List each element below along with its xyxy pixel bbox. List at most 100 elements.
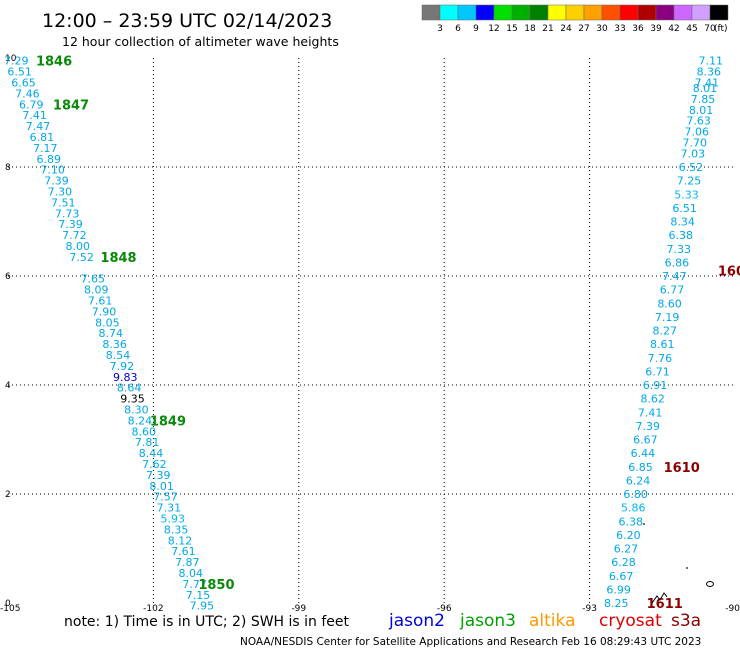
wave-height-label: 8.60 <box>657 297 682 310</box>
wave-height-label: 7.85 <box>691 93 716 106</box>
wave-height-label: 6.85 <box>628 461 653 474</box>
mission-legend: jason2 jason3 altika cryosat s3a <box>388 611 701 631</box>
x-tick-label: -105 <box>0 604 20 614</box>
x-tick-label: -99 <box>291 604 306 614</box>
colorbar-swatch <box>709 4 729 21</box>
wave-height-label: 7.90 <box>92 305 117 318</box>
x-tick-label: -93 <box>582 604 597 614</box>
wave-height-label: 8.25 <box>604 597 629 610</box>
wave-height-label: 7.41 <box>695 77 720 90</box>
mission-legend-item: jason3 <box>459 611 516 631</box>
time-label: 1847 <box>53 98 89 113</box>
colorbar-swatch <box>511 4 531 21</box>
wave-height-label: 8.05 <box>95 316 120 329</box>
y-tick-label: 4 <box>5 381 11 391</box>
wave-height-label: 7.47 <box>26 120 51 133</box>
colorbar-swatch <box>655 4 675 21</box>
wave-height-label: 7.29 <box>4 55 29 68</box>
colorbar-swatch <box>583 4 603 21</box>
x-tick-label: -96 <box>437 604 452 614</box>
colorbar-unit: (ft) <box>714 24 728 34</box>
mission-legend-item: cryosat <box>599 611 662 631</box>
wave-height-label: 8.35 <box>164 523 189 536</box>
wave-height-label: 7.81 <box>135 436 160 449</box>
wave-height-label: 7.63 <box>686 115 711 128</box>
wave-height-label: 7.70 <box>683 136 708 149</box>
y-tick-label: 8 <box>5 163 11 173</box>
wave-height-label: 7.31 <box>157 502 182 515</box>
wave-height-label: 8.30 <box>124 404 149 417</box>
wave-height-label: 8.44 <box>139 447 164 460</box>
wave-height-label: 7.33 <box>667 243 692 256</box>
wave-height-label: 7.87 <box>175 556 200 569</box>
wave-height-label: 6.89 <box>36 153 61 166</box>
wave-height-label: 7.41 <box>22 109 47 122</box>
wave-height-label: 7.92 <box>110 360 135 373</box>
colorbar-tick: 33 <box>614 24 625 34</box>
wave-height-label: 6.20 <box>616 529 641 542</box>
wave-height-label: 7.10 <box>40 164 65 177</box>
wave-height-label: 6.86 <box>665 256 690 269</box>
wave-height-label: 6.99 <box>606 583 631 596</box>
wave-height-label: 6.71 <box>645 365 670 378</box>
islet-icon <box>686 567 688 569</box>
wave-height-label: 5.33 <box>674 188 699 201</box>
colorbar-tick: 36 <box>632 24 644 34</box>
colorbar-tick: 9 <box>473 24 479 34</box>
wave-height-label: 7.61 <box>171 545 196 558</box>
wave-height-label: 6.67 <box>633 434 658 447</box>
time-label: 1611 <box>647 597 683 612</box>
wave-height-label: 8.60 <box>131 425 156 438</box>
wave-height-label: 8.62 <box>640 393 665 406</box>
chart-title: 12:00 – 23:59 UTC 02/14/2023 <box>42 10 332 32</box>
wave-height-label: 6.24 <box>626 474 651 487</box>
wave-height-label: 7.72 <box>62 229 87 242</box>
chart-subtitle: 12 hour collection of altimeter wave hei… <box>62 34 339 49</box>
wave-height-label: 6.81 <box>30 131 55 144</box>
colorbar-tick: 70 <box>704 24 716 34</box>
wave-height-label: 5.93 <box>161 513 186 526</box>
wave-height-label: 7.52 <box>69 251 94 264</box>
wave-height-label: 7.76 <box>648 352 673 365</box>
wave-height-label: 8.00 <box>66 240 91 253</box>
colorbar-swatch <box>547 4 567 21</box>
axis-ticks: -105 -102 -99 -96 -93 -90 0 2 4 6 8 10 <box>0 54 740 614</box>
wave-height-label: 6.38 <box>668 229 693 242</box>
colorbar-swatch <box>493 4 513 21</box>
wave-height-label: 7.30 <box>48 186 73 199</box>
wave-height-label: 7.46 <box>15 87 40 100</box>
wave-height-label: 6.65 <box>11 77 36 90</box>
colorbar-tick: 30 <box>596 24 608 34</box>
wave-height-label: 6.67 <box>609 570 634 583</box>
wave-height-label: 8.24 <box>128 414 153 427</box>
wave-height-label: 8.27 <box>652 325 677 338</box>
wave-height-label: 6.44 <box>631 447 656 460</box>
wave-height-label: 9.83 <box>113 371 138 384</box>
wave-height-label: 8.01 <box>689 104 714 117</box>
coastline-marks <box>643 523 714 604</box>
data-labels: 7.296.516.657.466.797.417.476.817.176.89… <box>4 55 723 613</box>
colorbar-swatch <box>529 4 549 21</box>
wave-height-label: 7.19 <box>655 311 680 324</box>
wave-height-label: 7.41 <box>638 406 663 419</box>
wave-height-label: 8.34 <box>670 216 695 229</box>
colorbar-tick: 24 <box>560 24 572 34</box>
colorbar-swatch <box>475 4 495 21</box>
colorbar-tick: 21 <box>542 24 553 34</box>
wave-height-label: 7.51 <box>51 196 76 209</box>
wave-height-label: 7.39 <box>636 420 661 433</box>
footer-credit: NOAA/NESDIS Center for Satellite Applica… <box>240 636 701 648</box>
wave-height-label: 7.62 <box>142 458 167 471</box>
wave-height-label: 7.39 <box>58 218 83 231</box>
colorbar-tick: 45 <box>686 24 697 34</box>
colorbar-tick: 18 <box>524 24 536 34</box>
wave-height-label: 7.03 <box>681 147 706 160</box>
wave-height-label: 6.38 <box>619 515 644 528</box>
colorbar-swatch <box>619 4 639 21</box>
colorbar-tick: 12 <box>488 24 499 34</box>
time-label: 1610 <box>664 461 700 476</box>
wave-height-label: 7.65 <box>81 273 106 286</box>
wave-height-label: 8.09 <box>84 284 109 297</box>
